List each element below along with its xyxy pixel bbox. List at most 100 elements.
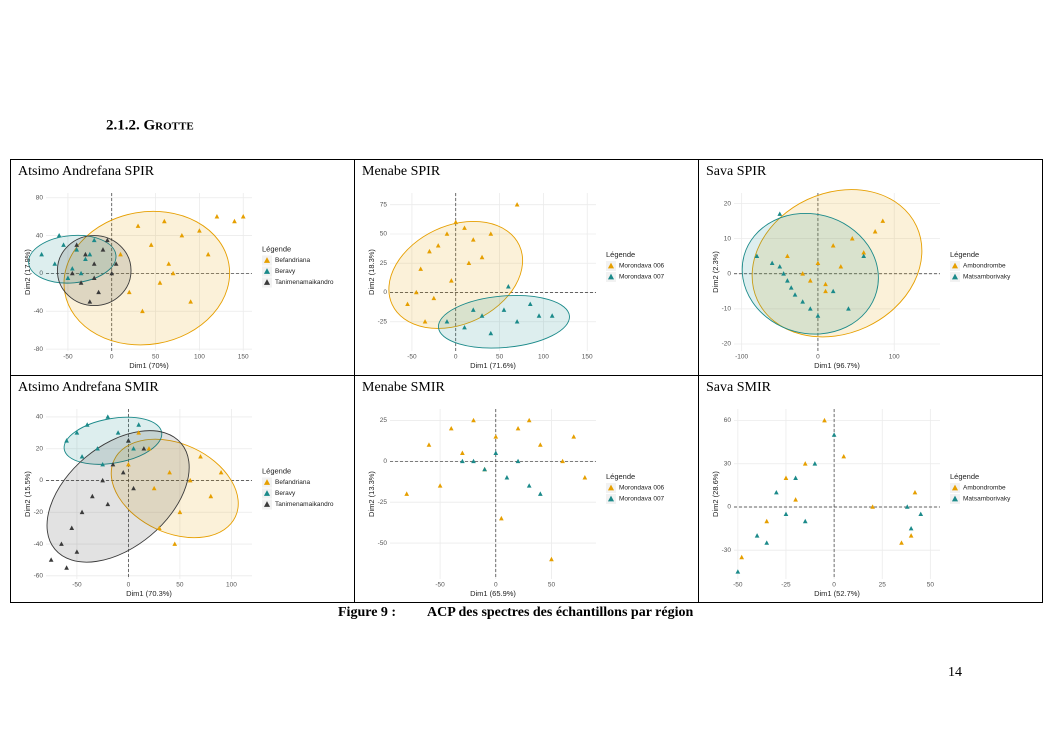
data-point bbox=[131, 446, 136, 451]
y-tick-label: 0 bbox=[383, 458, 387, 465]
panel-title: Atsimo Andrefana SMIR bbox=[18, 380, 159, 395]
data-point bbox=[96, 289, 101, 295]
legend-label: Morondava 007 bbox=[619, 274, 665, 281]
x-tick-label: 100 bbox=[194, 354, 205, 361]
legend-label: Matsamborivaky bbox=[963, 496, 1011, 503]
data-point bbox=[460, 458, 465, 464]
confidence-ellipse bbox=[741, 212, 879, 335]
y-tick-label: 75 bbox=[380, 201, 388, 208]
data-point bbox=[179, 232, 185, 238]
x-tick-label: -50 bbox=[407, 354, 417, 361]
confidence-ellipse bbox=[63, 210, 231, 346]
x-tick-label: 0 bbox=[816, 354, 820, 361]
data-point bbox=[69, 270, 75, 276]
legend-label: Tanimenamaikandro bbox=[275, 279, 334, 286]
x-tick-label: -100 bbox=[735, 354, 748, 361]
caption-label: Figure 9 : bbox=[338, 605, 396, 620]
x-tick-label: 0 bbox=[494, 582, 498, 589]
data-point bbox=[74, 242, 80, 247]
y-tick-label: -50 bbox=[378, 540, 388, 547]
data-point bbox=[83, 256, 88, 262]
data-point bbox=[110, 462, 116, 467]
confidence-ellipse bbox=[28, 234, 117, 284]
confidence-ellipse bbox=[63, 416, 163, 465]
caption-text: ACP des spectres des échantillons par ré… bbox=[427, 605, 693, 620]
data-point bbox=[470, 237, 476, 242]
data-point bbox=[488, 330, 494, 336]
data-point bbox=[140, 308, 145, 314]
data-point bbox=[61, 242, 66, 247]
data-point bbox=[499, 515, 504, 521]
y-tick-label: -25 bbox=[378, 318, 388, 325]
data-point bbox=[777, 211, 783, 216]
data-point bbox=[115, 430, 121, 435]
data-point bbox=[918, 511, 924, 516]
data-point bbox=[479, 313, 485, 318]
y-tick-label: -40 bbox=[34, 308, 44, 315]
x-tick-label: 50 bbox=[176, 582, 184, 589]
data-point bbox=[109, 270, 115, 276]
x-tick-label: 25 bbox=[879, 582, 887, 589]
data-point bbox=[527, 301, 533, 307]
data-point bbox=[56, 232, 62, 238]
data-point bbox=[769, 260, 775, 266]
data-point bbox=[849, 236, 855, 241]
data-point bbox=[118, 251, 123, 257]
data-point bbox=[815, 313, 821, 318]
data-point bbox=[777, 264, 783, 269]
data-point bbox=[785, 253, 790, 259]
x-axis-title: Dim1 (70.3%) bbox=[126, 589, 172, 598]
data-point bbox=[59, 541, 64, 546]
confidence-ellipse bbox=[388, 220, 524, 329]
x-tick-label: -50 bbox=[72, 582, 82, 589]
data-point bbox=[422, 319, 428, 324]
legend-label: Befandriana bbox=[275, 479, 310, 486]
x-axis-title: Dim1 (71.6%) bbox=[470, 361, 516, 370]
y-axis-title: Dim2 (13.3%) bbox=[367, 471, 376, 517]
data-point bbox=[105, 414, 111, 419]
x-axis-title: Dim1 (65.9%) bbox=[470, 589, 516, 598]
legend-label: Morondava 006 bbox=[619, 485, 665, 492]
data-point bbox=[830, 288, 836, 294]
data-point bbox=[870, 504, 875, 509]
plot-area bbox=[390, 409, 596, 579]
data-point bbox=[100, 462, 105, 467]
y-tick-label: -10 bbox=[722, 306, 732, 313]
legend-symbol bbox=[263, 479, 271, 485]
data-point bbox=[79, 509, 85, 515]
data-point bbox=[79, 454, 85, 459]
legend-label: Morondava 007 bbox=[619, 496, 665, 503]
data-point bbox=[126, 438, 131, 443]
plot-area bbox=[390, 193, 596, 351]
data-point bbox=[831, 432, 837, 437]
data-point bbox=[136, 422, 142, 427]
data-point bbox=[52, 261, 58, 266]
data-point bbox=[435, 243, 441, 248]
data-point bbox=[754, 533, 760, 538]
data-point bbox=[69, 266, 75, 271]
data-point bbox=[418, 266, 424, 271]
panel-title: Sava SMIR bbox=[706, 380, 772, 395]
data-point bbox=[197, 228, 202, 233]
legend-symbol bbox=[607, 273, 615, 280]
data-point bbox=[218, 469, 224, 475]
data-point bbox=[471, 458, 476, 464]
data-point bbox=[444, 319, 450, 324]
legend-label: Befandriana bbox=[275, 257, 310, 264]
y-tick-label: 25 bbox=[380, 417, 388, 424]
panel-title: Menabe SPIR bbox=[362, 164, 441, 179]
data-point bbox=[462, 324, 467, 330]
data-point bbox=[427, 248, 432, 254]
data-point bbox=[526, 417, 532, 423]
data-point bbox=[739, 554, 745, 560]
x-tick-label: 50 bbox=[152, 354, 160, 361]
data-point bbox=[78, 270, 84, 276]
data-point bbox=[162, 218, 167, 224]
data-point bbox=[800, 271, 806, 276]
data-point bbox=[549, 313, 555, 318]
y-axis-title: Dim2 (15.5%) bbox=[23, 471, 32, 517]
x-tick-label: -25 bbox=[781, 582, 791, 589]
data-point bbox=[431, 295, 437, 301]
data-point bbox=[880, 218, 886, 223]
